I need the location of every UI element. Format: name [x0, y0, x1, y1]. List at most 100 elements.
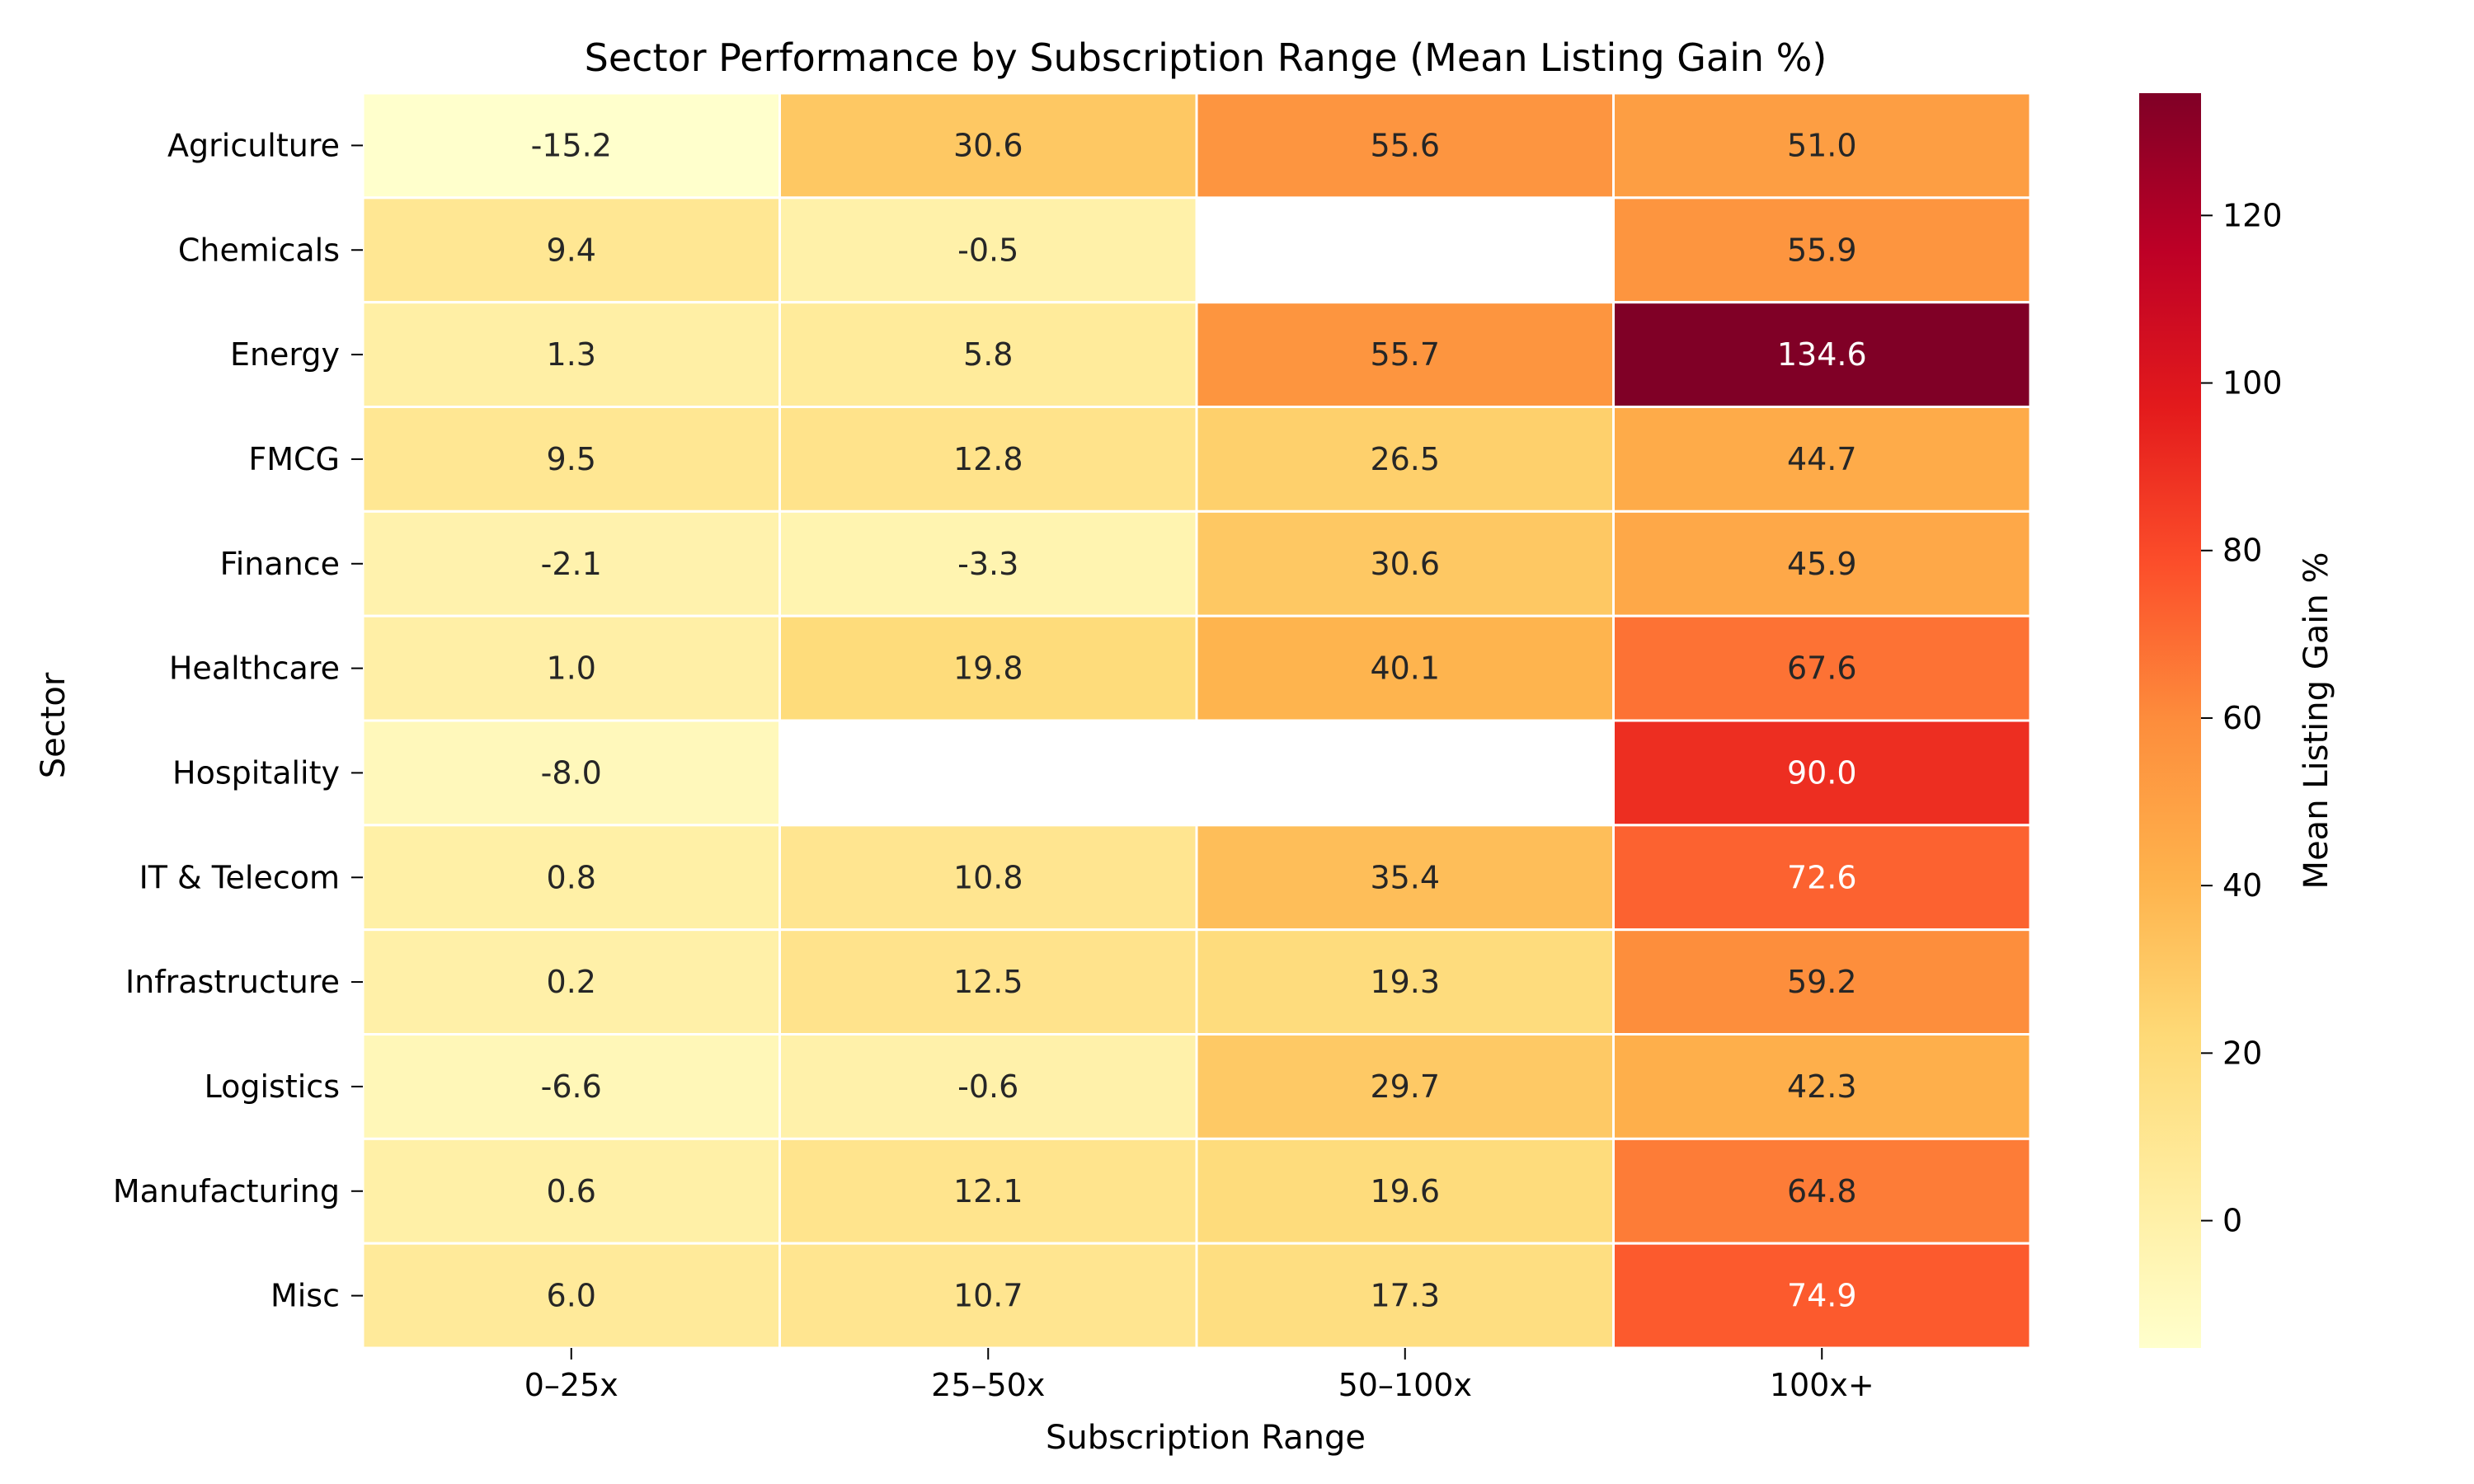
heatmap-cell [778, 928, 1198, 1036]
heatmap-cell-label: 35.4 [1370, 859, 1440, 895]
heatmap-cell-label: 51.0 [1787, 127, 1857, 163]
heatmap-cell-label: 10.7 [953, 1278, 1023, 1314]
heatmap-cell [1195, 92, 1615, 200]
colorbar-tick-label: 20 [2222, 1035, 2262, 1071]
heatmap-cell-label: 19.8 [953, 650, 1023, 687]
heatmap-cell-empty [779, 721, 1197, 825]
heatmap-cell [1612, 824, 2032, 932]
y-tick-label: Infrastructure [125, 964, 340, 1000]
heatmap-cell-label: 64.8 [1787, 1173, 1857, 1209]
y-tick-label: Energy [230, 336, 340, 373]
heatmap-cell-label: -0.6 [957, 1068, 1018, 1105]
heatmap-cell [1195, 406, 1615, 513]
heatmap-cell-label: 19.3 [1370, 964, 1440, 1000]
heatmap-cell-label: 12.8 [953, 441, 1023, 477]
heatmap-cell-label: 5.8 [963, 336, 1013, 373]
heatmap-cell [778, 1242, 1198, 1350]
heatmap-cell-label: 59.2 [1787, 964, 1857, 1000]
heatmap-cell [1195, 1137, 1615, 1245]
heatmap-cell [361, 1137, 781, 1245]
heatmap-cell [1612, 510, 2032, 618]
heatmap-cell [1612, 614, 2032, 722]
heatmap-cell [778, 1137, 1198, 1245]
heatmap-cell-label: 0.2 [547, 964, 596, 1000]
heatmap-cell [1195, 301, 1615, 408]
heatmap-cell-label: 67.6 [1787, 650, 1857, 687]
heatmap-cell-label: 30.6 [1370, 546, 1440, 582]
y-axis-label: Sector [35, 672, 73, 778]
heatmap-cell-label: 42.3 [1787, 1068, 1857, 1105]
heatmap-cell-label: 1.3 [547, 336, 596, 373]
y-tick-label: Logistics [205, 1068, 340, 1105]
y-tick-label: Manufacturing [113, 1173, 340, 1209]
y-tick-label: FMCG [248, 441, 340, 477]
chart-title: Sector Performance by Subscription Range… [585, 35, 1827, 80]
y-tick-label: Misc [270, 1278, 340, 1314]
heatmap-cell-label: 0.6 [547, 1173, 596, 1209]
heatmap-cell [778, 196, 1198, 304]
heatmap-cell [778, 824, 1198, 932]
heatmap-cell-label: 55.6 [1370, 127, 1440, 163]
y-tick-label: IT & Telecom [139, 859, 340, 895]
colorbar-tick-label: 100 [2222, 365, 2283, 402]
heatmap-cell-label: -15.2 [531, 127, 612, 163]
heatmap-cell [1612, 719, 2032, 827]
colorbar: 0 20 40 60 80 100 120 Mean Listing Gain % [2139, 93, 2335, 1348]
colorbar-ticks: 0 20 40 60 80 100 120 [2201, 197, 2283, 1239]
heatmap-cell [1612, 301, 2032, 408]
heatmap-cell-label: 40.1 [1370, 650, 1440, 687]
heatmap-cell [1195, 824, 1615, 932]
heatmap-cell [1612, 928, 2032, 1036]
heatmap-cell [1612, 406, 2032, 513]
heatmap-cell-label: 55.9 [1787, 232, 1857, 268]
x-tick-label: 25–50x [931, 1367, 1045, 1403]
heatmap-cell [1612, 92, 2032, 200]
heatmap-cell [361, 406, 781, 513]
heatmap-cell [1195, 614, 1615, 722]
x-tick-label: 0–25x [524, 1367, 618, 1403]
heatmap-cells: -15.2 30.6 55.6 51.0 9.4 -0.5 55.9 1.3 5.8 55.7 13… [361, 92, 2032, 1350]
heatmap-cell-label: 45.9 [1787, 546, 1857, 582]
x-axis-label: Subscription Range [1046, 1419, 1366, 1457]
heatmap-cell-label: -8.0 [541, 754, 602, 791]
heatmap-cell-label: 9.5 [547, 441, 596, 477]
heatmap-cell-label: 6.0 [547, 1278, 596, 1314]
colorbar-tick-label: 80 [2222, 533, 2262, 569]
x-tick-label: 50–100x [1338, 1367, 1472, 1403]
colorbar-tick-label: 0 [2222, 1203, 2242, 1239]
colorbar-gradient [2139, 93, 2201, 1348]
heatmap-cell-label: 0.8 [547, 859, 596, 895]
y-axis-ticks: Agriculture Chemicals Energy FMCG Finance Hea… [113, 127, 363, 1314]
y-tick-label: Healthcare [169, 650, 340, 687]
heatmap-cell [1195, 1033, 1615, 1140]
heatmap-cell-label: 30.6 [953, 127, 1023, 163]
heatmap-cell-label: 17.3 [1370, 1278, 1440, 1314]
y-tick-label: Agriculture [167, 127, 340, 163]
heatmap-cell-label: 134.6 [1777, 336, 1867, 373]
heatmap-cell [778, 614, 1198, 722]
heatmap-cell-label: 44.7 [1787, 441, 1857, 477]
heatmap-cell [778, 510, 1198, 618]
x-tick-label: 100x+ [1770, 1367, 1874, 1403]
heatmap-cell [1195, 510, 1615, 618]
colorbar-tick-label: 40 [2222, 867, 2262, 904]
heatmap-cell-label: 9.4 [547, 232, 596, 268]
colorbar-tick-label: 60 [2222, 700, 2262, 736]
heatmap-cell-label: 74.9 [1787, 1278, 1857, 1314]
heatmap-cell-label: 19.6 [1370, 1173, 1440, 1209]
y-tick-label: Finance [220, 546, 340, 582]
heatmap-cell [361, 1242, 781, 1350]
heatmap-cell-label: -2.1 [541, 546, 602, 582]
heatmap-cell [778, 92, 1198, 200]
heatmap-cell-label: -6.6 [541, 1068, 602, 1105]
heatmap-cell-label: 12.1 [953, 1173, 1023, 1209]
y-tick-label: Hospitality [172, 754, 340, 791]
heatmap-cell-label: 1.0 [547, 650, 596, 687]
heatmap-cell [361, 614, 781, 722]
heatmap-cell-label: 10.8 [953, 859, 1023, 895]
heatmap-cell-label: -3.3 [957, 546, 1018, 582]
heatmap-cell-label: 29.7 [1370, 1068, 1440, 1105]
heatmap-cell [1612, 1242, 2032, 1350]
colorbar-label: Mean Listing Gain % [2298, 552, 2335, 890]
